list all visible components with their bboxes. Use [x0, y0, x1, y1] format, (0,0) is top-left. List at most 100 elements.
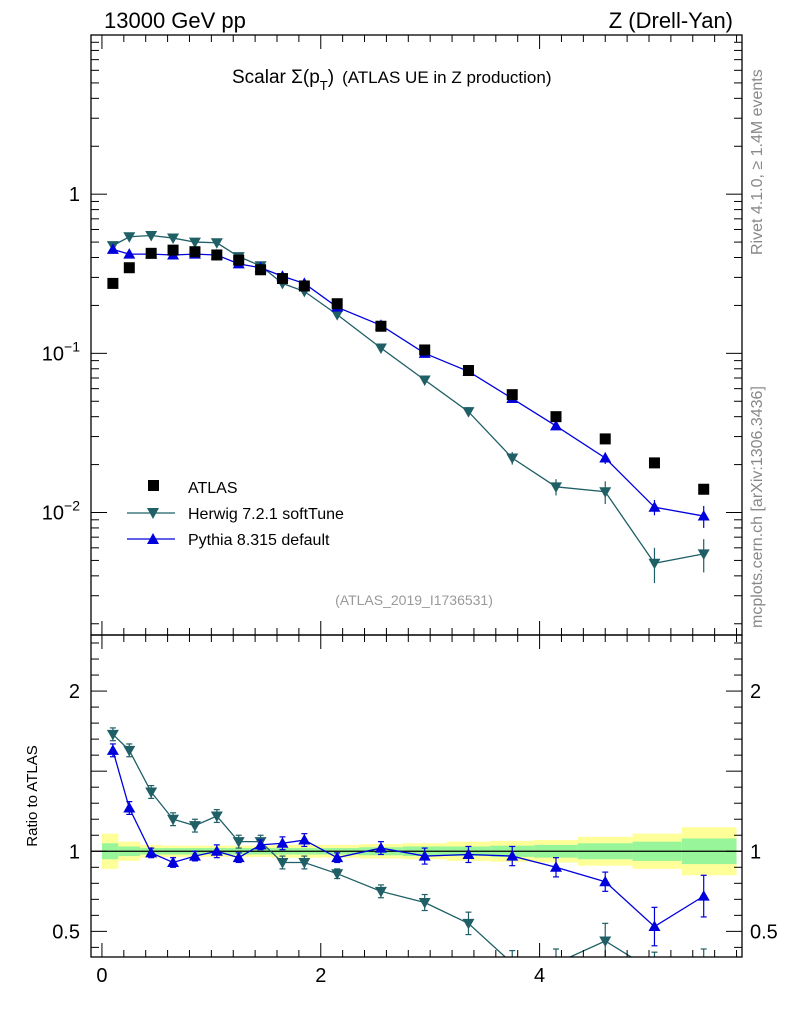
ratio-pythia-point — [145, 846, 158, 858]
ratio-herwig-point — [232, 837, 245, 848]
herwig-point — [188, 237, 201, 249]
legend-herwig-label: Herwig 7.2.1 softTune — [188, 506, 344, 523]
ratio-ytick-label-right: 1 — [750, 841, 761, 863]
herwig-point — [167, 233, 180, 245]
ratio-herwig-point — [331, 869, 344, 880]
ratio-pythia-point — [648, 920, 661, 932]
atlas-point — [123, 262, 135, 274]
herwig-point — [462, 407, 475, 418]
herwig-point — [506, 453, 519, 465]
herwig-point — [374, 343, 387, 355]
ratio-ytick-label-left: 1 — [69, 841, 80, 863]
atlas-point — [276, 273, 288, 285]
atlas-point — [375, 320, 387, 332]
herwig-point — [418, 375, 431, 386]
ratio-ytick-label-left: 2 — [69, 681, 80, 703]
atlas-point — [298, 280, 310, 292]
ratio-pythia-point — [276, 837, 289, 848]
legend: ATLAS Herwig 7.2.1 softTune Pythia 8.315… — [127, 480, 344, 549]
legend-pythia-label: Pythia 8.315 default — [188, 532, 330, 549]
legend-atlas-label: ATLAS — [188, 480, 238, 497]
atlas-point — [419, 344, 431, 356]
ratio-herwig-point — [698, 967, 710, 978]
herwig-point — [145, 230, 158, 242]
xtick-label: 0 — [96, 965, 107, 987]
atlas-point — [698, 483, 710, 495]
legend-atlas-marker — [148, 480, 159, 491]
ratio-herwig-point — [550, 959, 562, 970]
ratio-herwig-point — [106, 729, 119, 741]
herwig-point — [550, 482, 562, 493]
atlas-point — [167, 244, 179, 256]
header-right: Z (Drell-Yan) — [609, 8, 733, 33]
herwig-point — [210, 238, 223, 249]
herwig-point — [331, 310, 344, 321]
main-ytick-label: 10−2 — [42, 498, 80, 525]
ratio-herwig-point — [506, 959, 518, 970]
header-left: 13000 GeV pp — [104, 8, 246, 33]
ratio-ytick-label-right: 0.5 — [750, 921, 778, 943]
ratio-pythia-point — [599, 875, 612, 887]
ratio-ytick-label-right: 2 — [750, 681, 761, 703]
ratio-pythia-point — [106, 744, 119, 755]
atlas-point — [233, 254, 245, 266]
xtick-label: 4 — [534, 965, 545, 987]
ratio-pythia-point — [232, 851, 245, 863]
xtick-label: 2 — [315, 965, 326, 987]
pythia-point — [123, 248, 136, 259]
pythia-line — [112, 248, 704, 517]
pythia-point — [599, 452, 612, 463]
ratio-pythia-point — [210, 845, 223, 856]
pythia-point — [697, 510, 710, 521]
legend-herwig-marker — [147, 508, 159, 519]
main-panel: 1 10−1 10−2 Scalar Σ(pT) (ATLAS UE in Z pro… — [42, 34, 743, 636]
herwig-point — [648, 558, 661, 570]
pythia-point — [550, 419, 562, 431]
atlas-point — [255, 264, 267, 276]
ratio-herwig-point — [599, 936, 612, 947]
pythia-point — [648, 501, 661, 512]
herwig-point — [599, 487, 612, 498]
ratio-herwig-point — [298, 857, 311, 869]
atlas-point — [107, 277, 119, 289]
atlas-point — [211, 249, 223, 261]
ratio-herwig-point — [374, 886, 387, 898]
atlas-point — [145, 247, 157, 259]
atlas-point — [331, 298, 343, 310]
ratio-pythia-point — [298, 834, 311, 845]
ratio-panel: 0 2 4 2 2 1 1 0.5 0.5 Ratio to ATLAS — [24, 634, 778, 987]
analysis-id: (ATLAS_2019_I1736531) — [335, 592, 493, 608]
ratio-pythia-point — [331, 851, 344, 863]
ratio-herwig-point — [276, 857, 289, 869]
atlas-point — [462, 365, 474, 377]
ratio-frame — [90, 634, 743, 958]
ratio-pythia-point — [123, 802, 136, 813]
atlas-point — [550, 411, 562, 423]
ratio-herwig-point — [462, 918, 475, 930]
atlas-point — [599, 433, 611, 445]
ratio-pythia-point — [418, 850, 431, 861]
ratio-pythia-point — [550, 861, 562, 872]
ratio-herwig-point — [167, 814, 180, 826]
ratio-herwig-point — [188, 821, 201, 832]
ratio-ytick-label-left: 0.5 — [52, 921, 80, 943]
atlas-point — [506, 389, 518, 401]
ratio-pythia-point — [462, 848, 475, 859]
chart-title: Scalar Σ(pT) (ATLAS UE in Z production) — [232, 67, 552, 93]
ratio-pythia-point — [374, 842, 387, 853]
main-ytick-label: 10−1 — [42, 338, 80, 365]
ratio-herwig-point — [145, 787, 158, 798]
atlas-point — [648, 457, 660, 469]
ratio-pythia-point — [188, 850, 201, 861]
ratio-pythia-point — [697, 890, 710, 901]
legend-pythia-marker — [147, 533, 159, 544]
ratio-pythia-point — [506, 850, 519, 861]
main-ytick-label: 1 — [69, 184, 80, 206]
ratio-herwig-point — [648, 967, 660, 978]
mcplots-label: mcplots.cern.ch [arXiv:1306.3436] — [749, 386, 766, 628]
rivet-label: Rivet 4.1.0, ≥ 1.4M events — [749, 69, 766, 255]
ratio-herwig-point — [123, 745, 136, 757]
herwig-point — [123, 232, 136, 243]
pythia-point — [106, 243, 119, 254]
